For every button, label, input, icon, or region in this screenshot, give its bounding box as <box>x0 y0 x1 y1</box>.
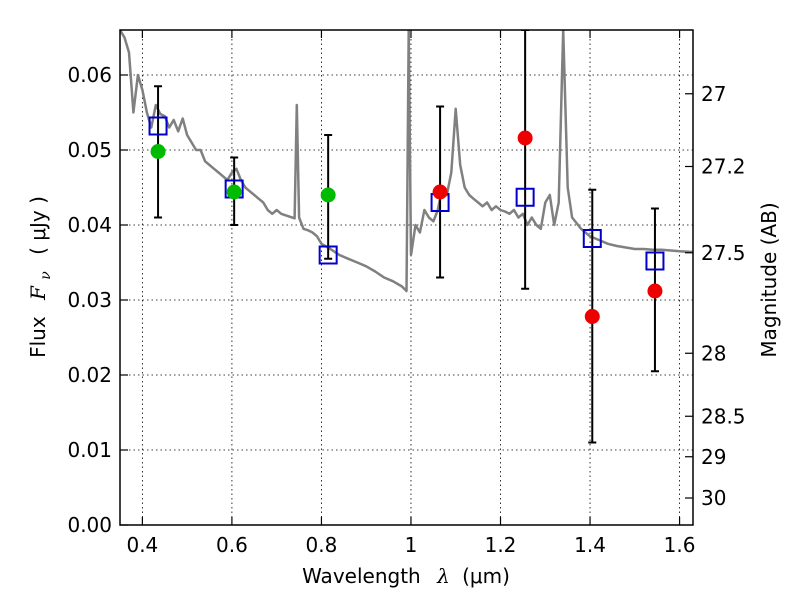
y-tick-label: 0.01 <box>67 438 112 462</box>
right-tick-label: 29 <box>701 445 726 469</box>
model-square-marker <box>318 245 338 265</box>
x-axis-label-unit: (μm) <box>462 564 510 588</box>
y-tick-label: 0.00 <box>67 513 112 537</box>
photometry-circle-marker <box>226 184 242 200</box>
x-tick-label: 0.4 <box>126 533 158 557</box>
model-square-marker <box>515 187 535 207</box>
x-tick-label: 1.2 <box>485 533 517 557</box>
photometry-circle-marker <box>320 187 336 203</box>
model-square-marker <box>645 251 665 271</box>
x-tick-label: 0.6 <box>216 533 248 557</box>
model-square-marker <box>148 116 168 136</box>
right-tick-label: 27.5 <box>701 241 746 265</box>
y-axis-label-prefix: Flux <box>26 316 50 358</box>
y-tick-label: 0.02 <box>67 363 112 387</box>
y-axis-label-unit: ( μJy ) <box>26 196 50 255</box>
right-tick-label: 27.2 <box>701 155 746 179</box>
y-axis-label: Flux F ν ( μJy ) <box>26 196 55 358</box>
x-axis-label-symbol: λ <box>436 564 450 588</box>
right-tick-label: 30 <box>701 486 726 510</box>
y-axis-label-symbol: F <box>26 285 50 301</box>
y-axis-label-subscript: ν <box>38 271 54 280</box>
x-tick-label: 1 <box>405 533 418 557</box>
plot-frame <box>119 29 694 526</box>
photometry-circle-marker <box>150 144 166 159</box>
y-tick-label: 0.06 <box>67 63 112 87</box>
photometry-circle-marker <box>584 309 600 324</box>
photometry-circle-marker <box>432 184 448 200</box>
plot-area <box>120 30 693 444</box>
spectrum-line <box>120 30 693 293</box>
model-square-marker <box>582 229 602 248</box>
axes: 0.4 0.6 0.8 1 1.2 1.4 1.6 0.00 0.01 0.02 0.03 0.04 0… <box>67 29 746 557</box>
right-tick-label: 27 <box>701 82 726 106</box>
right-axis-label: Magnitude (AB) <box>757 202 781 357</box>
x-axis-label-prefix: Wavelength <box>302 564 421 588</box>
x-axis-label: Wavelength λ (μm) <box>302 564 510 588</box>
y-tick-label: 0.04 <box>67 213 112 237</box>
right-tick-label: 28 <box>701 341 726 365</box>
photometry-circle-marker <box>517 130 533 146</box>
right-tick-label: 28.5 <box>701 404 746 428</box>
x-tick-label: 1.4 <box>574 533 606 557</box>
photometry-circle-marker <box>647 283 663 299</box>
x-tick-label: 1.6 <box>664 533 696 557</box>
y-tick-label: 0.05 <box>67 138 112 162</box>
y-tick-label: 0.03 <box>67 288 112 312</box>
x-tick-label: 0.8 <box>306 533 338 557</box>
